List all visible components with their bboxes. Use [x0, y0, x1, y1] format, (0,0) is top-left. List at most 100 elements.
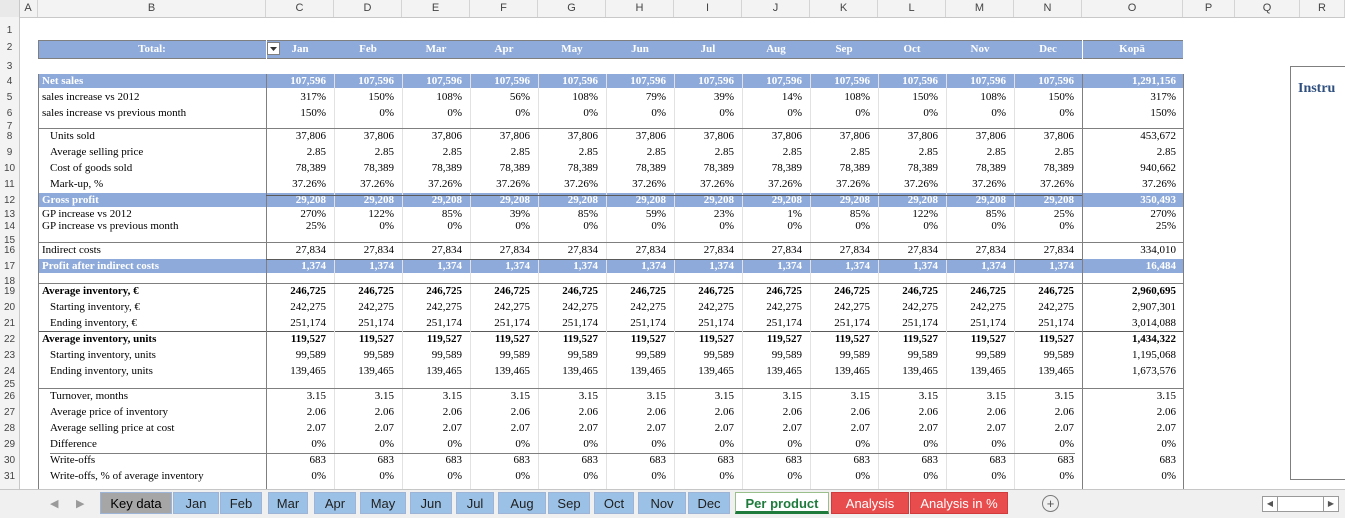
row-label[interactable]: Turnover, months [50, 390, 128, 402]
value-cell[interactable]: 3.15 [918, 390, 938, 402]
value-cell[interactable]: 78,389 [907, 162, 938, 174]
value-cell[interactable]: 27,834 [907, 244, 938, 256]
row-label[interactable]: Mark-up, % [50, 178, 104, 190]
value-cell[interactable]: 0% [583, 470, 598, 482]
value-cell[interactable]: 3.15 [306, 390, 326, 402]
row-header-26[interactable]: 26 [3, 391, 16, 402]
value-cell[interactable]: 27,834 [975, 244, 1006, 256]
value-cell[interactable]: 119,527 [902, 333, 938, 345]
row-label[interactable]: Starting inventory, € [50, 301, 141, 313]
value-cell[interactable]: 78,389 [703, 162, 734, 174]
value-cell[interactable]: 242,275 [834, 301, 870, 313]
total-cell[interactable]: 3.15 [1156, 390, 1176, 402]
value-cell[interactable]: 29,208 [975, 194, 1006, 206]
row-label[interactable]: Average price of inventory [50, 406, 168, 418]
sheet-tab-per-product[interactable]: Per product [735, 492, 829, 514]
value-cell[interactable]: 119,527 [630, 333, 666, 345]
value-cell[interactable]: 108% [436, 91, 462, 103]
value-cell[interactable]: 3.15 [1054, 390, 1074, 402]
value-cell[interactable]: 108% [980, 91, 1006, 103]
value-cell[interactable]: 246,725 [766, 285, 802, 297]
value-cell[interactable]: 107,596 [766, 75, 802, 87]
value-cell[interactable]: 2.85 [578, 146, 598, 158]
value-cell[interactable]: 2.07 [442, 422, 462, 434]
value-cell[interactable]: 1,374 [505, 260, 530, 272]
value-cell[interactable]: 37,806 [771, 130, 802, 142]
value-cell[interactable]: 2.07 [918, 422, 938, 434]
value-cell[interactable]: 2.85 [918, 146, 938, 158]
sheet-tab-nov[interactable]: Nov [638, 492, 686, 514]
row-header-8[interactable]: 8 [6, 131, 13, 142]
row-label[interactable]: Write-offs, % of average inventory [50, 470, 204, 482]
row-header-6[interactable]: 6 [6, 108, 13, 119]
value-cell[interactable]: 99,589 [975, 349, 1006, 361]
column-header-p[interactable]: P [1183, 0, 1235, 17]
row-header-11[interactable]: 11 [4, 179, 15, 190]
value-cell[interactable]: 242,275 [426, 301, 462, 313]
value-cell[interactable]: 85% [985, 208, 1006, 220]
value-cell[interactable]: 0% [447, 438, 462, 450]
value-cell[interactable]: 683 [921, 454, 939, 466]
total-cell[interactable]: 2.07 [1156, 422, 1176, 434]
value-cell[interactable]: 29,208 [295, 194, 326, 206]
total-cell[interactable]: 2,960,695 [1132, 285, 1176, 297]
row-header-17[interactable]: 17 [3, 261, 16, 272]
column-header-o[interactable]: O [1082, 0, 1183, 17]
value-cell[interactable]: 29,208 [771, 194, 802, 206]
value-cell[interactable]: 85% [849, 208, 870, 220]
value-cell[interactable]: 2.06 [442, 406, 462, 418]
value-cell[interactable]: 1,374 [777, 260, 802, 272]
value-cell[interactable]: 99,589 [907, 349, 938, 361]
value-cell[interactable]: 139,465 [562, 365, 598, 377]
value-cell[interactable]: 0% [651, 438, 666, 450]
value-cell[interactable]: 242,275 [970, 301, 1006, 313]
value-cell[interactable]: 37.26% [836, 178, 870, 190]
value-cell[interactable]: 29,208 [703, 194, 734, 206]
horizontal-scroll-left[interactable]: ◀ [1262, 496, 1278, 512]
value-cell[interactable]: 107,596 [562, 75, 598, 87]
total-cell[interactable]: 453,672 [1140, 130, 1176, 142]
value-cell[interactable]: 37.26% [360, 178, 394, 190]
value-cell[interactable]: 0% [991, 220, 1006, 232]
column-header-f[interactable]: F [470, 0, 538, 17]
value-cell[interactable]: 37.26% [1040, 178, 1074, 190]
value-cell[interactable]: 99,589 [1043, 349, 1074, 361]
value-cell[interactable]: 0% [447, 107, 462, 119]
row-header-13[interactable]: 13 [3, 209, 16, 220]
value-cell[interactable]: 78,389 [771, 162, 802, 174]
value-cell[interactable]: 251,174 [358, 317, 394, 329]
value-cell[interactable]: 27,834 [703, 244, 734, 256]
value-cell[interactable]: 251,174 [630, 317, 666, 329]
value-cell[interactable]: 99,589 [567, 349, 598, 361]
value-cell[interactable]: 2.06 [714, 406, 734, 418]
value-cell[interactable]: 29,208 [635, 194, 666, 206]
column-header-g[interactable]: G [538, 0, 606, 17]
sheet-tab-apr[interactable]: Apr [314, 492, 356, 514]
value-cell[interactable]: 37.26% [768, 178, 802, 190]
value-cell[interactable]: 139,465 [358, 365, 394, 377]
column-header-b[interactable]: B [38, 0, 266, 17]
row-header-21[interactable]: 21 [3, 318, 16, 329]
value-cell[interactable]: 99,589 [363, 349, 394, 361]
column-header-h[interactable]: H [606, 0, 674, 17]
value-cell[interactable]: 39% [509, 208, 530, 220]
value-cell[interactable]: 37,806 [363, 130, 394, 142]
value-cell[interactable]: 29,208 [499, 194, 530, 206]
value-cell[interactable]: 3.15 [578, 390, 598, 402]
value-cell[interactable]: 242,275 [562, 301, 598, 313]
value-cell[interactable]: 246,725 [630, 285, 666, 297]
value-cell[interactable]: 0% [583, 107, 598, 119]
value-cell[interactable]: 0% [651, 107, 666, 119]
total-cell[interactable]: 683 [1159, 454, 1177, 466]
value-cell[interactable]: 246,725 [1038, 285, 1074, 297]
value-cell[interactable]: 119,527 [1038, 333, 1074, 345]
chevron-left-icon[interactable]: ◀ [50, 498, 59, 510]
row-header-9[interactable]: 9 [6, 147, 13, 158]
row-header-2[interactable]: 2 [6, 42, 13, 53]
value-cell[interactable]: 2.85 [374, 146, 394, 158]
value-cell[interactable]: 56% [509, 91, 530, 103]
value-cell[interactable]: 2.06 [782, 406, 802, 418]
value-cell[interactable]: 1,374 [845, 260, 870, 272]
value-cell[interactable]: 107,596 [1038, 75, 1074, 87]
value-cell[interactable]: 139,465 [630, 365, 666, 377]
